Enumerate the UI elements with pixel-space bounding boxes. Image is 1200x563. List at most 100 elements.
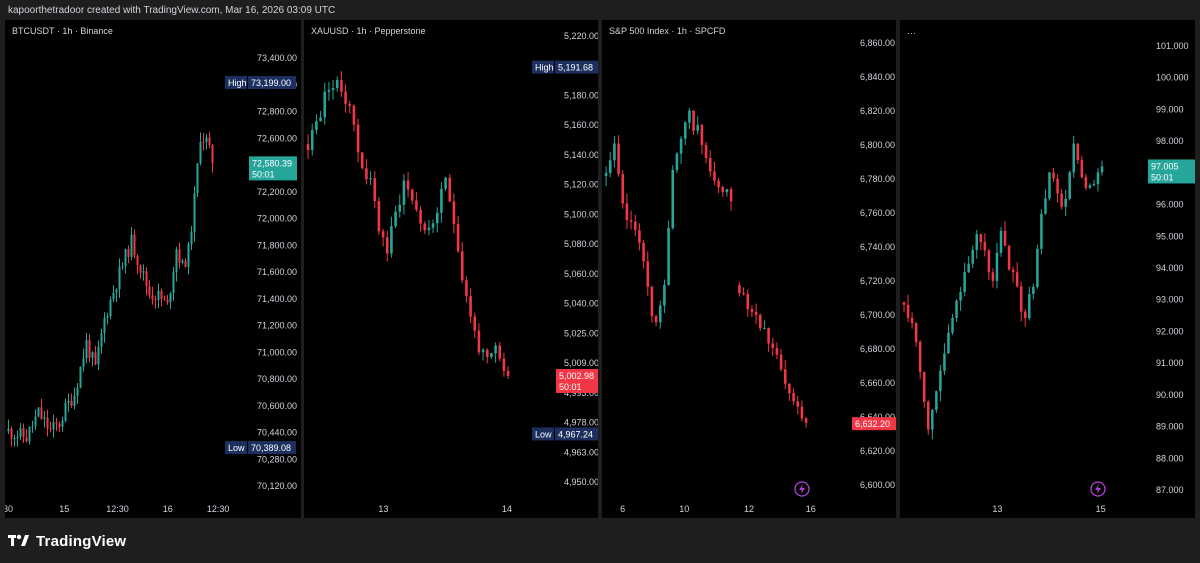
candle-body	[365, 168, 368, 180]
credit-text: kapoorthetradoor created with TradingVie…	[8, 5, 336, 16]
y-tick-label: 5,040.00	[564, 299, 598, 309]
candle-body	[427, 227, 431, 231]
candle-body	[465, 280, 468, 297]
y-tick-label: 92.000	[1156, 326, 1184, 336]
candle-body	[477, 330, 481, 353]
lightning-icon[interactable]	[1090, 481, 1106, 497]
y-tick-label: 6,720.00	[860, 276, 895, 286]
candles-group	[604, 107, 808, 428]
candle-body	[947, 332, 950, 354]
y-tick-label: 71,000.00	[257, 347, 297, 357]
y-tick-label: 6,740.00	[860, 242, 895, 252]
candle-body	[373, 178, 377, 202]
chart-spx[interactable]: 6,860.00 6,840.00 6,820.00 6,800.00 6,780.00…	[602, 20, 896, 518]
high-badge-value: 5,191.68	[558, 63, 593, 73]
y-tick-label: 71,200.00	[257, 321, 297, 331]
candle-body	[28, 426, 31, 442]
candle-body	[1052, 172, 1055, 179]
candle-body	[617, 143, 620, 175]
candle-body	[10, 428, 13, 439]
candle-body	[951, 317, 954, 333]
candle-body	[112, 292, 115, 300]
candle-body	[145, 271, 148, 287]
y-tick-label: 4,978.00	[564, 418, 598, 428]
candle-body	[792, 393, 795, 402]
candle-body	[381, 231, 385, 238]
candle-body	[166, 299, 169, 303]
chart-panel-spx[interactable]: 6,860.00 6,840.00 6,820.00 6,800.00 6,780.00…	[602, 20, 896, 518]
candle-body	[88, 339, 91, 358]
candle-body	[310, 129, 314, 151]
candle-body	[1060, 193, 1063, 207]
chart-fourth[interactable]: 101.000100.00099.00098.00097.00096.00095…	[900, 20, 1195, 518]
chart-xauusd[interactable]: 5,220.005,200.005,180.005,160.005,140.00…	[304, 20, 598, 518]
candle-body	[654, 316, 658, 323]
chart-panel-xauusd[interactable]: 5,220.005,200.005,180.005,160.005,140.00…	[304, 20, 598, 518]
candle-body	[1092, 184, 1096, 186]
chart-panel-btcusdt[interactable]: 73,400.0073,000.0072,800.0072,600.0072,4…	[5, 20, 301, 518]
candle-body	[939, 370, 942, 392]
candle-body	[494, 345, 497, 354]
candle-body	[955, 300, 958, 318]
candle-body	[696, 124, 700, 131]
y-tick-label: 71,600.00	[257, 267, 297, 277]
last-price-tag	[1148, 159, 1195, 184]
candle-body	[181, 260, 184, 263]
candle-body	[148, 286, 151, 296]
candle-body	[692, 110, 695, 131]
candle-body	[754, 311, 758, 315]
last-price-tag	[249, 156, 297, 181]
x-tick-label: 16	[806, 504, 816, 514]
candle-body	[1019, 286, 1023, 312]
chart-panel-fourth[interactable]: 101.000100.00099.00098.00097.00096.00095…	[900, 20, 1195, 518]
candle-body	[415, 200, 418, 210]
candle-body	[1044, 198, 1047, 214]
candle-body	[481, 349, 485, 353]
candle-body	[983, 242, 987, 251]
candle-body	[410, 189, 414, 201]
candle-body	[927, 401, 930, 430]
candle-body	[352, 105, 356, 125]
candle-body	[767, 327, 770, 344]
candle-body	[154, 299, 157, 301]
candle-body	[783, 369, 787, 384]
last-price-value: 6,632.20	[855, 419, 890, 429]
candle-body	[1015, 272, 1019, 287]
candle-body	[758, 314, 762, 329]
candle-body	[431, 223, 435, 228]
candle-body	[369, 178, 372, 180]
y-tick-label: 96.000	[1156, 200, 1184, 210]
y-tick-label: 72,000.00	[257, 214, 297, 224]
y-tick-label: 5,140.00	[564, 150, 598, 160]
candle-body	[1088, 185, 1092, 188]
tradingview-logo[interactable]: TradingView	[8, 532, 126, 550]
candle-body	[763, 327, 766, 329]
candle-body	[959, 292, 962, 301]
candle-body	[348, 103, 352, 106]
candle-body	[918, 341, 922, 373]
y-tick-label: 6,840.00	[860, 72, 895, 82]
candle-body	[498, 345, 502, 359]
candle-body	[750, 309, 754, 312]
candle-body	[118, 266, 121, 290]
low-badge-label: Low	[228, 443, 245, 453]
candle-body	[160, 290, 163, 299]
candle-body	[963, 272, 966, 293]
candle-body	[377, 201, 381, 232]
candle-body	[667, 228, 670, 285]
candle-body	[642, 242, 645, 262]
candle-body	[638, 230, 641, 243]
candle-body	[448, 177, 452, 202]
candle-body	[804, 418, 808, 423]
lightning-icon[interactable]	[794, 481, 810, 497]
y-tick-label: 6,700.00	[860, 310, 895, 320]
chart-btcusdt[interactable]: 73,400.0073,000.0072,800.0072,600.0072,4…	[5, 20, 301, 518]
candle-body	[975, 234, 979, 251]
candle-body	[97, 346, 100, 365]
candle-body	[485, 349, 489, 358]
low-badge-value: 4,967.24	[558, 429, 593, 439]
y-tick-label: 89.000	[1156, 422, 1184, 432]
y-tick-label: 88.000	[1156, 453, 1184, 463]
candle-body	[746, 294, 750, 310]
